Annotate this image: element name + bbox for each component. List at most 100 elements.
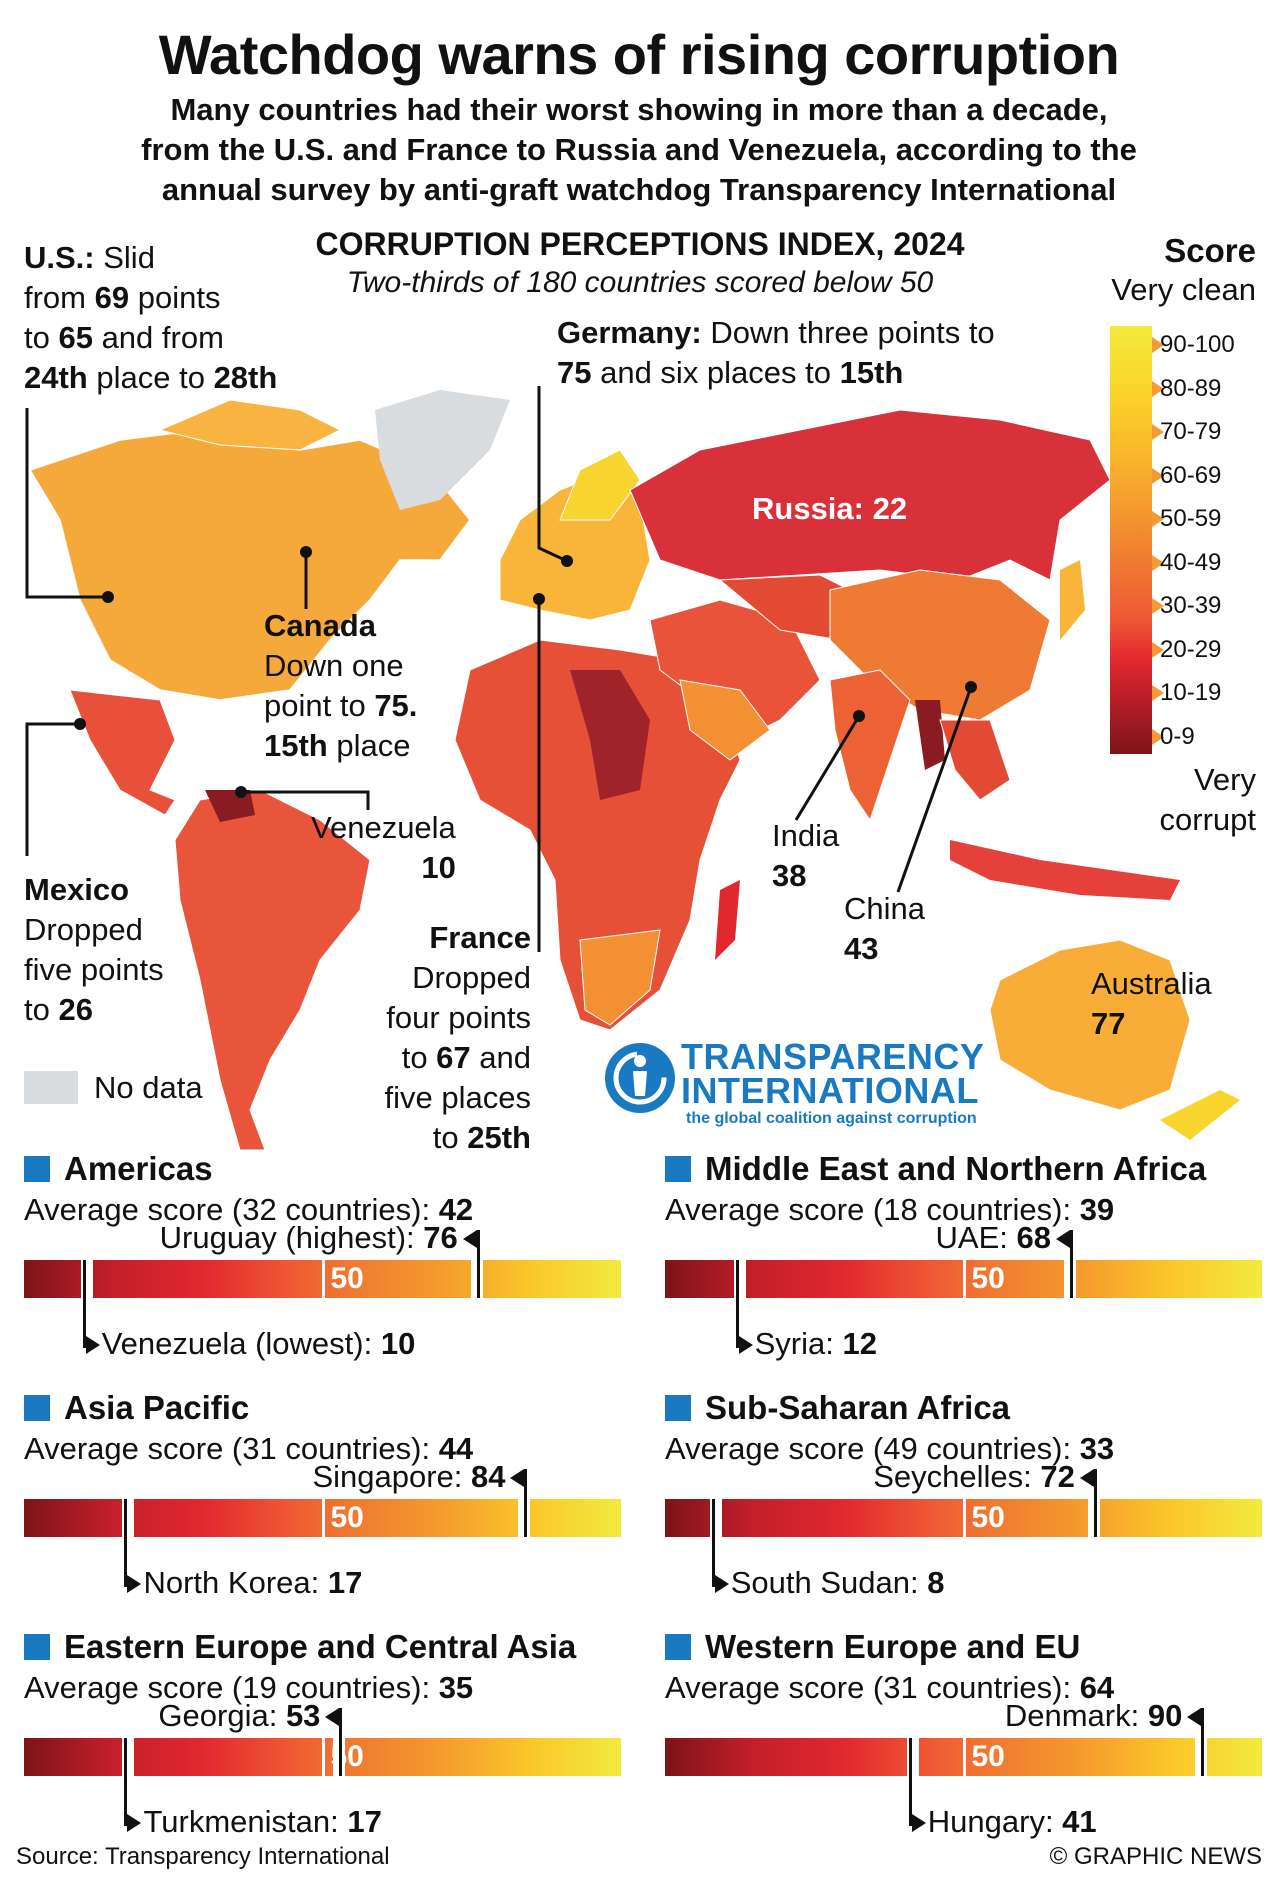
us-leader <box>25 408 108 599</box>
arabia <box>679 679 771 761</box>
region-heading: Eastern Europe and Central Asia <box>24 1628 576 1666</box>
southeast-asia <box>939 719 1011 801</box>
high-marker-arrow-icon <box>462 1230 477 1248</box>
low-marker-line <box>908 1738 912 1826</box>
legend-range-label: 10-19 <box>1160 679 1222 706</box>
high-marker-arrow-icon <box>510 1469 525 1487</box>
logo-text: TRANSPARENCY INTERNATIONAL <box>681 1036 985 1111</box>
region-heading: Sub-Saharan Africa <box>665 1389 1010 1427</box>
score-bar: 50 <box>24 1738 621 1776</box>
middle-east <box>649 599 821 741</box>
scandinavia <box>559 449 641 521</box>
low-marker-line <box>735 1260 739 1348</box>
china-annotation: China 43 <box>844 891 925 966</box>
legend-tick-arrow <box>1152 598 1164 614</box>
lowest-country: Turkmenistan: 17 <box>143 1804 382 1839</box>
lowest-country: North Korea: 17 <box>143 1565 363 1600</box>
india-annotation: India 38 <box>772 818 840 893</box>
legend-tick-arrow <box>1152 728 1164 745</box>
legend-tick-arrow <box>1152 511 1164 527</box>
low-marker-arrow-icon <box>714 1575 729 1593</box>
subtitle-line: from the U.S. and France to Russia and V… <box>141 132 1137 167</box>
new-zealand <box>1160 1090 1240 1140</box>
score-bar: 50 <box>24 1499 621 1537</box>
legend-tick-arrow <box>1152 380 1164 397</box>
score-bar: 50 <box>665 1738 1262 1776</box>
highest-country: UAE: 68 <box>935 1220 1051 1255</box>
region-average: Average score (49 countries): 33 <box>665 1431 1115 1466</box>
low-marker-arrow-icon <box>738 1336 753 1354</box>
venezuela-annotation: Venezuela 10 <box>311 810 456 885</box>
russia-label: Russia: 22 <box>752 491 908 526</box>
legend-tick-arrow <box>1152 337 1164 353</box>
greenland <box>375 390 510 510</box>
germany-leader <box>537 386 568 563</box>
region-heading: Western Europe and EU <box>665 1628 1080 1666</box>
region-panel: Middle East and Northern Africa Average … <box>665 1150 1265 1380</box>
high-marker-line <box>1201 1708 1205 1776</box>
canada-annotation: Canada Down one point to 75. 15th place <box>264 608 418 763</box>
transparency-international-logo-icon <box>605 1043 675 1113</box>
high-marker-arrow-icon <box>1187 1708 1202 1726</box>
midpoint-label: 50 <box>962 1499 1005 1537</box>
leader-dots <box>74 546 977 798</box>
low-marker-arrow-icon <box>127 1814 142 1832</box>
legend-range-label: 50-59 <box>1160 505 1222 532</box>
mexico <box>69 689 176 816</box>
germany-annotation: Germany: Down three points to 75 and six… <box>557 315 995 390</box>
legend-range-label: 20-29 <box>1160 635 1222 663</box>
highest-country: Singapore: 84 <box>312 1459 506 1494</box>
france-annotation: France Dropped four points to 67 and fiv… <box>384 920 531 1155</box>
lowest-country: Hungary: 41 <box>927 1804 1097 1839</box>
legend-tick-arrow <box>1152 467 1164 484</box>
source: Source: Transparency International <box>16 1843 390 1870</box>
southern-africa <box>579 929 661 1026</box>
region-panel: Sub-Saharan Africa Average score (49 cou… <box>665 1389 1265 1619</box>
highest-country: Denmark: 90 <box>1004 1698 1183 1733</box>
myanmar <box>915 700 945 770</box>
credit: © GRAPHIC NEWS <box>1049 1843 1262 1870</box>
low-marker-line <box>124 1499 128 1587</box>
high-marker-line <box>1069 1230 1073 1298</box>
mexico-annotation: Mexico Dropped five points to 26 <box>24 872 164 1027</box>
page-title: Watchdog warns of rising corruption <box>158 23 1120 86</box>
subtitle-line: annual survey by anti-graft watchdog Tra… <box>161 172 1117 207</box>
legend-title: Score <box>1164 232 1256 269</box>
score-bar: 50 <box>24 1260 621 1298</box>
region-square-icon <box>665 1634 691 1660</box>
legend-top-label: Very clean <box>1111 272 1256 307</box>
region-panel: Western Europe and EU Average score (31 … <box>665 1628 1265 1858</box>
canada-arctic <box>158 399 342 451</box>
lowest-country: Venezuela (lowest): 10 <box>101 1326 416 1361</box>
legend-range-label: 40-49 <box>1160 548 1222 576</box>
region-heading: Middle East and Northern Africa <box>665 1150 1206 1188</box>
no-data-swatch <box>24 1071 78 1104</box>
legend-range-label: 60-69 <box>1160 461 1222 489</box>
india <box>829 669 911 822</box>
region-heading: Americas <box>24 1150 213 1188</box>
midpoint-label: 50 <box>962 1260 1005 1298</box>
midpoint-label: 50 <box>321 1499 364 1537</box>
region-average: Average score (31 countries): 44 <box>24 1431 474 1466</box>
high-marker-arrow-icon <box>1055 1230 1070 1248</box>
indonesia <box>950 840 1180 900</box>
logo-tagline: the global coalition against corruption <box>686 1110 977 1127</box>
high-marker-line <box>524 1469 528 1537</box>
lowest-country: South Sudan: 8 <box>730 1565 945 1600</box>
high-marker-arrow-icon <box>1079 1469 1094 1487</box>
legend-range-label: 70-79 <box>1160 418 1222 445</box>
score-bar: 50 <box>665 1260 1262 1298</box>
low-marker-line <box>124 1738 128 1826</box>
high-marker-arrow-icon <box>325 1708 340 1726</box>
region-panel: Americas Average score (32 countries): 4… <box>24 1150 624 1380</box>
world-map <box>25 386 1240 1151</box>
low-marker-line <box>82 1260 86 1348</box>
lowest-country: Syria: 12 <box>754 1326 877 1361</box>
australia <box>989 939 1191 1111</box>
legend-tick-arrow <box>1152 685 1164 701</box>
us-annotation: U.S.: Slid from 69 points to 65 and from… <box>24 240 278 395</box>
subtitle-line: Many countries had their worst showing i… <box>170 92 1108 127</box>
highest-country: Uruguay (highest): 76 <box>159 1220 458 1255</box>
legend-range-label: 30-39 <box>1160 592 1222 619</box>
leader-lines <box>25 386 973 952</box>
